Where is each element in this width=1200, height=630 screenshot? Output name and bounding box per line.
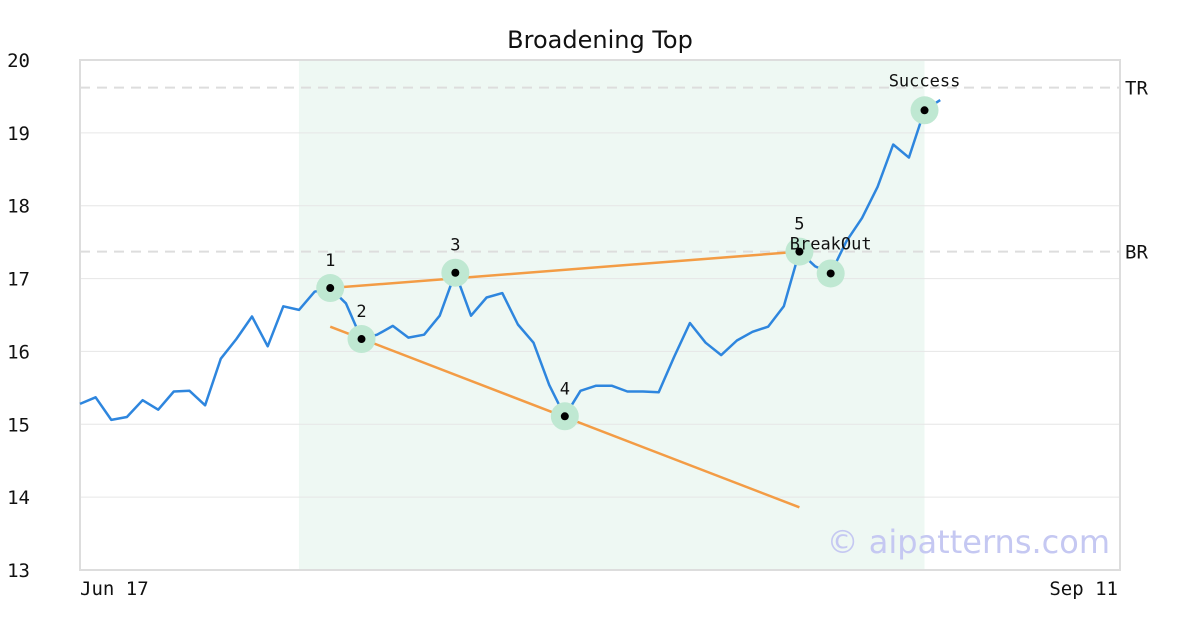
pivot-1-dot xyxy=(326,284,335,293)
chart-title: Broadening Top xyxy=(507,26,693,54)
annotation-label-breakout: BreakOut xyxy=(790,234,872,254)
x-axis: Jun 17 Sep 11 xyxy=(80,578,1118,600)
pivot-label-2: 2 xyxy=(356,302,366,322)
level-label-br: BR xyxy=(1125,242,1148,264)
pivot-label-3: 3 xyxy=(450,236,460,256)
annotation-breakout-dot xyxy=(826,269,835,278)
y-tick-label: 17 xyxy=(7,269,30,291)
y-axis: 13 14 15 16 17 18 19 20 xyxy=(7,50,30,582)
y-tick-label: 19 xyxy=(7,123,30,145)
annotation-label-success: Success xyxy=(889,71,961,91)
watermark: © aipatterns.com xyxy=(827,523,1110,561)
y-tick-label: 18 xyxy=(7,196,30,218)
pivot-label-4: 4 xyxy=(560,379,570,399)
pivot-5-dot xyxy=(795,247,804,256)
pivot-4-dot xyxy=(560,412,569,421)
trendline-upper xyxy=(330,250,800,290)
plot-frame xyxy=(79,59,1121,571)
annotation-success-dot xyxy=(920,106,929,115)
pivot-label-5: 5 xyxy=(794,215,804,235)
y-tick-label: 15 xyxy=(7,414,30,436)
pivot-3-dot xyxy=(451,268,460,277)
pattern-zone xyxy=(298,60,925,570)
x-tick-end: Sep 11 xyxy=(1049,578,1118,600)
level-label-tr: TR xyxy=(1125,78,1148,100)
x-tick-start: Jun 17 xyxy=(80,578,149,600)
pivot-label-1: 1 xyxy=(325,251,335,271)
y-tick-label: 20 xyxy=(7,50,30,72)
y-tick-label: 16 xyxy=(7,341,30,363)
y-tick-label: 14 xyxy=(7,487,30,509)
y-tick-label: 13 xyxy=(7,560,30,582)
pivot-2-dot xyxy=(357,335,366,344)
level-lines: TR BR xyxy=(80,78,1148,264)
